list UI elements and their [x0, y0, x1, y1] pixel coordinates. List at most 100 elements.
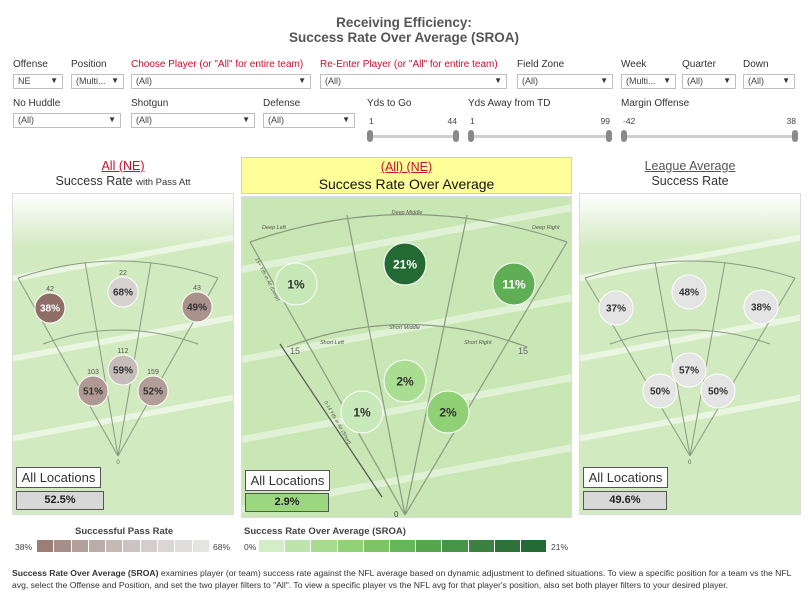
chevron-down-icon: ▼ [600, 76, 608, 85]
filter-label-position: Position [71, 59, 107, 70]
week-dropdown[interactable]: (Multi... ▼ [621, 74, 676, 89]
down-dropdown[interactable]: (All) ▼ [743, 74, 795, 89]
slider-min-handle[interactable] [367, 130, 373, 142]
left-total-value: 52.5% [16, 491, 104, 510]
center-panel-title-link[interactable]: (All) (NE) [380, 160, 433, 174]
shotgun-dropdown[interactable]: (All) ▼ [131, 113, 255, 128]
field-zone-dropdown[interactable]: (All) ▼ [517, 74, 613, 89]
yds-away-slider[interactable]: 1 99 [468, 116, 612, 144]
left-short-middle-bubble[interactable] [107, 354, 139, 386]
center-panel-subtitle: Success Rate Over Average [318, 176, 495, 192]
center-deep-right-bubble[interactable] [492, 262, 536, 306]
offense-dropdown[interactable]: NE ▼ [13, 74, 63, 89]
center-short-left-bubble[interactable] [340, 390, 384, 434]
slider-label-yds-away: Yds Away from TD [468, 98, 551, 109]
filter-label-week: Week [621, 59, 647, 70]
left-legend-swatch [140, 540, 159, 552]
left-legend-swatch [158, 540, 176, 552]
right-short-right-bubble[interactable] [700, 373, 736, 409]
label-deep-left: Deep Left [262, 225, 286, 231]
right-short-left-label: 50% [650, 387, 670, 398]
svg-text:0: 0 [688, 460, 692, 466]
left-short-middle-label: 59% [113, 366, 133, 377]
right-deep-right-label: 38% [751, 303, 771, 314]
right-deep-left-bubble[interactable] [598, 290, 634, 326]
label-deep-right: Deep Right [532, 225, 560, 231]
right-short-middle-bubble[interactable] [671, 352, 707, 388]
left-short-left-label: 51% [83, 387, 103, 398]
right-short-middle-label: 57% [679, 366, 699, 377]
svg-text:0: 0 [116, 460, 120, 466]
center-legend-title: Success Rate Over Average (SROA) [244, 526, 406, 537]
page-title-line1: Receiving Efficiency: [336, 15, 472, 30]
right-deep-middle-bubble[interactable] [671, 274, 707, 310]
slider-min-handle[interactable] [621, 130, 627, 142]
center-legend-swatch [468, 540, 495, 552]
left-panel-title-link[interactable]: All (NE) [101, 159, 145, 173]
center-legend-swatch [494, 540, 521, 552]
left-panel-title[interactable]: All (NE) [12, 159, 234, 173]
chevron-down-icon: ▼ [663, 76, 671, 85]
yds-to-go-slider[interactable]: 1 44 [367, 116, 459, 144]
quarter-dropdown[interactable]: (All) ▼ [682, 74, 736, 89]
no-huddle-dropdown[interactable]: (All) ▼ [13, 113, 121, 128]
left-panel-subtitle-text: Success Rate [55, 174, 133, 188]
left-legend-title: Successful Pass Rate [75, 526, 174, 537]
reenter-player-dropdown[interactable]: (All) ▼ [320, 74, 507, 89]
right-panel-title[interactable]: League Average [579, 159, 801, 173]
choose-player-dropdown[interactable]: (All) ▼ [131, 74, 311, 89]
left-legend-swatch [88, 540, 107, 552]
right-panel-title-link[interactable]: League Average [644, 159, 736, 173]
center-panel-title[interactable]: (All) (NE) [241, 160, 572, 174]
position-dropdown[interactable]: (Multi... ▼ [71, 74, 124, 89]
left-all-locations-button[interactable]: All Locations [16, 467, 101, 488]
left-deep-right-label: 49% [187, 303, 207, 314]
label-short-left: Short Left [320, 340, 344, 346]
left-legend-max: 68% [213, 542, 231, 552]
right-short-left-bubble[interactable] [642, 373, 678, 409]
filter-label-choose-player: Choose Player (or "All" for entire team) [131, 59, 304, 70]
margin-offense-slider[interactable]: -42 38 [621, 116, 798, 144]
center-legend-swatch [259, 540, 286, 552]
chevron-down-icon: ▼ [108, 115, 116, 124]
chevron-down-icon: ▼ [50, 76, 58, 85]
left-deep-left-label: 38% [40, 304, 60, 315]
center-deep-left-bubble[interactable] [274, 262, 318, 306]
label-short-right: Short Right [464, 340, 492, 346]
center-legend-swatch [337, 540, 364, 552]
left-short-right-bubble[interactable] [137, 375, 169, 407]
filter-label-down: Down [743, 59, 769, 70]
filter-label-field-zone: Field Zone [517, 59, 565, 70]
left-deep-middle-bubble[interactable] [107, 276, 139, 308]
center-legend-min: 0% [244, 542, 257, 552]
slider-max-handle[interactable] [792, 130, 798, 142]
center-deep-middle-bubble[interactable] [383, 242, 427, 286]
chevron-down-icon: ▼ [242, 115, 250, 124]
slider-min-handle[interactable] [468, 130, 474, 142]
center-deep-left-label: 1% [287, 277, 305, 291]
chevron-down-icon: ▼ [111, 76, 119, 85]
center-deep-middle-label: 21% [393, 257, 417, 271]
left-legend-swatch [37, 540, 55, 552]
center-zone-bubbles: 1% 21% 11% 2% 1% 2% [274, 242, 536, 434]
center-short-middle-bubble[interactable] [383, 359, 427, 403]
center-panel: Deep Middle Deep Left Deep Right Short L… [241, 196, 572, 518]
slider-min: 1 [470, 116, 475, 126]
center-short-right-bubble[interactable] [426, 390, 470, 434]
left-short-left-bubble[interactable] [77, 375, 109, 407]
right-deep-left-label: 37% [606, 304, 626, 315]
center-all-locations-button[interactable]: All Locations [245, 470, 330, 491]
left-deep-right-bubble[interactable] [181, 291, 213, 323]
left-panel: 0 38% 42 68% 22 49% 43 59% 112 51% 103 52% 159 All … [12, 193, 234, 515]
right-deep-right-bubble[interactable] [743, 289, 779, 325]
slider-max-handle[interactable] [606, 130, 612, 142]
defense-dropdown[interactable]: (All) ▼ [263, 113, 355, 128]
slider-label-margin-offense: Margin Offense [621, 98, 690, 109]
left-deep-left-bubble[interactable] [34, 292, 66, 324]
right-all-locations-button[interactable]: All Locations [583, 467, 668, 488]
yard-marker-0: 0 [394, 510, 399, 518]
left-deep-middle-label: 68% [113, 288, 133, 299]
footnote-term: Success Rate Over Average (SROA) [12, 568, 159, 578]
slider-max-handle[interactable] [453, 130, 459, 142]
right-panel-subtitle: Success Rate [651, 174, 729, 188]
